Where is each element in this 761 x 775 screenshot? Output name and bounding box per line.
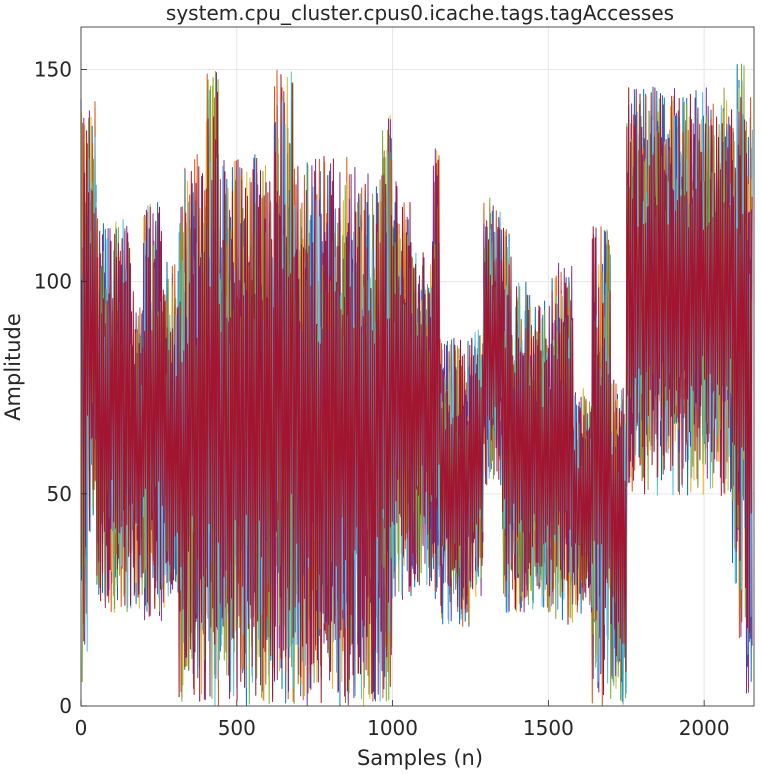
y-tick-label: 50 — [47, 482, 72, 506]
x-axis-label: Samples (n) — [357, 746, 483, 770]
y-tick-label: 150 — [34, 57, 72, 81]
x-tick-label: 1000 — [367, 716, 418, 740]
x-tick-label: 2000 — [679, 716, 730, 740]
axis-ticks: 0 500 1000 1500 2000 0 50 100 150 — [34, 57, 730, 740]
x-tick-label: 0 — [75, 716, 88, 740]
y-tick-label: 100 — [34, 270, 72, 294]
y-tick-label: 0 — [59, 694, 72, 718]
series-line — [82, 74, 753, 704]
x-tick-label: 1500 — [523, 716, 574, 740]
y-axis-label: Amplitude — [1, 313, 25, 421]
axes-box — [80, 26, 755, 707]
x-tick-label: 500 — [218, 716, 256, 740]
chart-title: system.cpu_cluster.cpus0.icache.tags.tag… — [166, 1, 674, 25]
data-series — [80, 63, 753, 707]
